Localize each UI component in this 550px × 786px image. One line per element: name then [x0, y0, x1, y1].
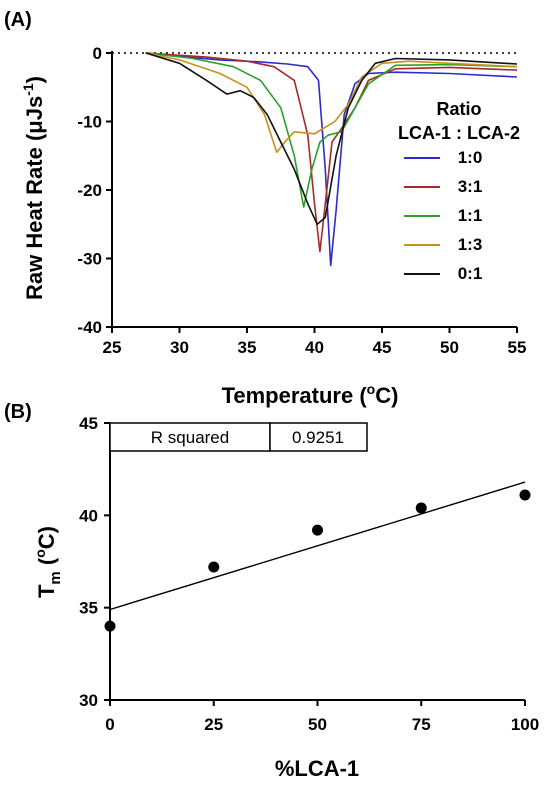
legend-title-line1: Ratio: [437, 99, 482, 119]
x-tick-label: 100: [511, 715, 539, 734]
x-tick-label: 55: [508, 338, 527, 357]
legend-label: 1:0: [458, 148, 483, 167]
panel-a-label: (A): [4, 9, 32, 31]
x-tick-label: 25: [103, 338, 122, 357]
x-tick-label: 30: [170, 338, 189, 357]
data-point: [312, 524, 323, 536]
r-squared-value: 0.9251: [292, 428, 344, 447]
data-point: [415, 502, 427, 514]
x-tick-label: 35: [238, 338, 257, 357]
panel-a-series: [145, 52, 518, 267]
x-tick-label: 0: [105, 715, 114, 734]
y-tick-label: -40: [77, 318, 102, 337]
legend-label: 0:1: [458, 264, 483, 283]
x-tick-label: 50: [440, 338, 459, 357]
panel-a-axes: [111, 51, 517, 328]
y-tick-label: 40: [79, 506, 98, 525]
x-tick-label: 25: [204, 715, 223, 734]
panel-a-ticks: 25 30 35 40 45 50 55 0 -10 -20 -30 -40: [77, 44, 526, 357]
panel-b-ticks: 0 25 50 75 100 30 35 40 45: [79, 414, 539, 734]
x-tick-label: 45: [373, 338, 392, 357]
panel-a-xlabel: Temperature (oC): [222, 381, 399, 408]
legend-title-line2: LCA-1 : LCA-2: [398, 123, 520, 143]
series-line-1-1: [145, 52, 518, 208]
y-tick-label: 30: [79, 691, 98, 710]
panel-a-legend: Ratio LCA-1 : LCA-2 1:0 3:1 1:1 1:3 0:1: [398, 99, 520, 283]
y-tick-label: -20: [77, 181, 102, 200]
panel-b-ylabel: Tm (oC): [32, 526, 64, 598]
y-tick-label: -30: [77, 250, 102, 269]
panel-b-marks: [104, 481, 531, 632]
x-tick-label: 50: [308, 715, 327, 734]
panel-b-label: (B): [4, 401, 32, 423]
legend-label: 1:1: [458, 206, 483, 225]
panel-b-axes: [109, 423, 525, 701]
fit-line: [109, 481, 526, 611]
legend-label: 3:1: [458, 177, 483, 196]
panel-a-ylabel: Raw Heat Rate (μJs-1): [20, 76, 47, 300]
x-tick-label: 40: [305, 338, 324, 357]
r-squared-box: R squared 0.9251: [109, 422, 368, 452]
legend-label: 1:3: [458, 235, 483, 254]
r-squared-label: R squared: [151, 428, 229, 447]
series-line-1-3: [145, 52, 518, 154]
panel-b-xlabel: %LCA-1: [275, 756, 359, 781]
panel-a: (A) 25 30 35 40 45 50 55 0 -10 -20 -30 -40 Ratio LC…: [4, 9, 526, 408]
y-tick-label: 0: [93, 44, 102, 63]
y-tick-label: -10: [77, 113, 102, 132]
y-tick-label: 35: [79, 599, 98, 618]
x-tick-label: 75: [412, 715, 431, 734]
data-point: [104, 620, 116, 632]
series-line-0-1: [145, 52, 518, 226]
data-point: [208, 561, 220, 573]
y-tick-label: 45: [79, 414, 98, 433]
data-point: [519, 489, 531, 501]
